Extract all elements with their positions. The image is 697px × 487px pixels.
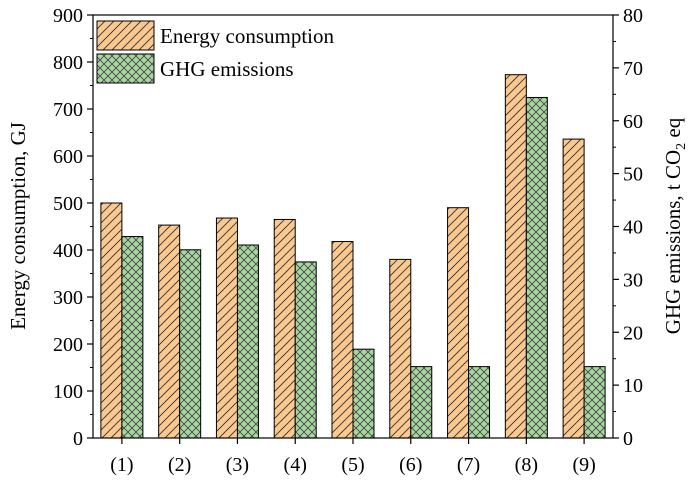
bar-ghg-6 — [410, 366, 433, 439]
bar-energy-3 — [215, 217, 238, 439]
right-tick-label: 10 — [623, 375, 643, 397]
left-axis-title: Energy consumption, GJ — [6, 122, 30, 330]
bar-energy-4 — [273, 218, 296, 439]
right-tick-label: 40 — [623, 217, 643, 239]
bar-energy-1 — [100, 202, 123, 439]
left-tick-label: 700 — [53, 99, 83, 121]
x-tick-label: (7) — [457, 454, 480, 476]
x-tick-label: (4) — [284, 454, 307, 476]
bar-energy-5 — [331, 241, 354, 439]
legend-swatch-energy — [96, 20, 155, 51]
bar-ghg-3 — [236, 244, 259, 439]
right-axis-title-subscript: 2 — [674, 143, 689, 150]
bars-layer — [100, 74, 606, 439]
bar-energy-9 — [562, 138, 585, 439]
bar-ghg-4 — [294, 261, 317, 439]
left-axis: 0 100 200 300 400 500 600 700 800 900 — [53, 5, 93, 450]
bar-ghg-1 — [121, 236, 144, 439]
left-tick-label: 900 — [53, 5, 83, 27]
x-tick-label: (3) — [226, 454, 249, 476]
right-tick-label: 50 — [623, 164, 643, 186]
left-tick-label: 200 — [53, 334, 83, 356]
x-tick-label: (5) — [341, 454, 364, 476]
left-tick-label: 300 — [53, 287, 83, 309]
left-tick-label: 600 — [53, 146, 83, 168]
right-axis-title-suffix: eq — [661, 117, 685, 143]
bar-ghg-5 — [352, 348, 375, 439]
bar-energy-8 — [504, 74, 527, 439]
right-axis: 0 10 20 30 40 50 60 70 80 — [613, 5, 643, 450]
bar-ghg-9 — [583, 366, 606, 439]
left-tick-label: 800 — [53, 52, 83, 74]
bar-energy-2 — [158, 224, 181, 439]
right-tick-label: 20 — [623, 322, 643, 344]
bar-ghg-2 — [179, 249, 202, 439]
left-tick-label: 0 — [73, 428, 83, 450]
x-tick-label: (6) — [399, 454, 422, 476]
right-tick-label: 60 — [623, 111, 643, 133]
legend-swatch-ghg — [96, 53, 155, 84]
x-tick-label: (1) — [110, 454, 133, 476]
x-tick-label: (9) — [572, 454, 595, 476]
right-axis-title-main: GHG emissions, t CO — [661, 150, 685, 334]
legend-label-ghg: GHG emissions — [160, 57, 294, 81]
legend-label-energy: Energy consumption — [160, 24, 335, 48]
right-tick-label: 70 — [623, 58, 643, 80]
left-tick-label: 100 — [53, 381, 83, 403]
left-tick-label: 400 — [53, 240, 83, 262]
bar-energy-7 — [447, 207, 470, 439]
bar-ghg-8 — [525, 96, 548, 439]
x-tick-label: (8) — [515, 454, 538, 476]
right-tick-label: 0 — [623, 428, 633, 450]
bar-energy-6 — [389, 258, 412, 439]
right-tick-label: 30 — [623, 269, 643, 291]
x-axis: (1) (2) (3) (4) (5) (6) (7) (8) (9) — [110, 438, 596, 476]
bar-ghg-7 — [468, 366, 491, 439]
x-tick-label: (2) — [168, 454, 191, 476]
right-axis-title: GHG emissions, t CO2 eq — [661, 117, 689, 334]
legend: Energy consumption GHG emissions — [96, 20, 335, 84]
right-tick-label: 80 — [623, 5, 643, 27]
left-tick-label: 500 — [53, 193, 83, 215]
